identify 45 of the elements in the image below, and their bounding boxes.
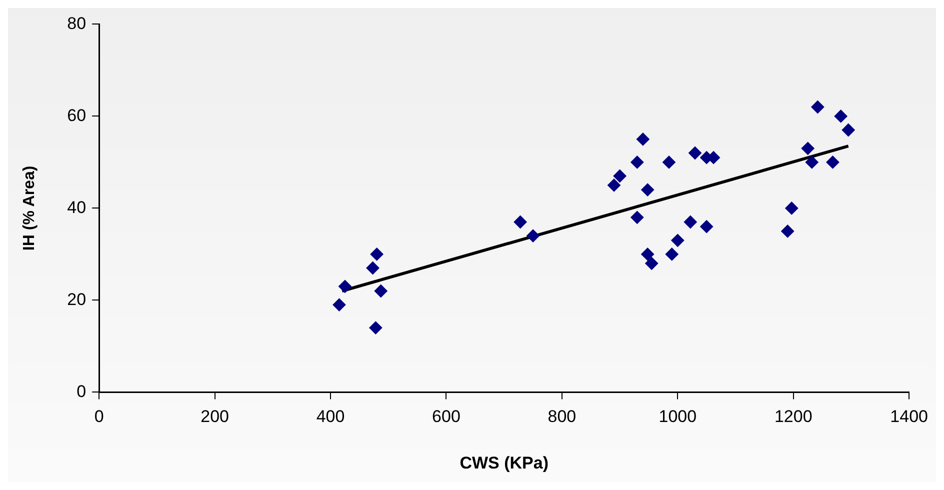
point: [665, 248, 678, 261]
point: [801, 142, 814, 155]
x-tick-label: 1400: [890, 407, 928, 426]
point: [374, 284, 388, 298]
point: [645, 256, 658, 270]
y-tick-label: 20: [67, 290, 86, 309]
point: [636, 132, 650, 146]
point: [641, 183, 654, 196]
point: [671, 234, 684, 247]
point: [805, 156, 818, 169]
x-tick-label: 1200: [774, 407, 812, 426]
point: [366, 262, 380, 274]
x-axis-title: CWS (KPa): [460, 453, 548, 472]
point: [338, 280, 352, 293]
y-tick-label: 0: [76, 382, 86, 401]
point: [630, 210, 644, 224]
point: [369, 321, 382, 334]
point: [608, 178, 621, 192]
point: [826, 156, 840, 169]
point: [332, 298, 346, 312]
point: [526, 229, 540, 242]
point: [781, 224, 794, 238]
point: [811, 100, 824, 114]
point: [613, 170, 626, 182]
x-tick-label: 1000: [658, 407, 697, 426]
x-tick-label: 800: [548, 407, 576, 426]
point: [662, 156, 676, 169]
x-tick-label: 0: [94, 407, 104, 426]
y-axis-title: IH (% Area): [21, 166, 38, 251]
point: [700, 220, 714, 234]
y-tick-label: 80: [67, 14, 86, 33]
y-tick-label: 60: [67, 106, 86, 125]
point: [842, 124, 855, 136]
point: [688, 146, 702, 160]
x-tick-label: 200: [200, 407, 230, 426]
point: [834, 110, 848, 123]
point: [370, 248, 384, 261]
point: [514, 216, 527, 228]
x-tick-label: 600: [432, 407, 460, 426]
point: [684, 216, 697, 228]
point: [630, 156, 644, 169]
y-tick-label: 40: [67, 198, 86, 217]
x-tick-label: 400: [316, 407, 345, 426]
point: [641, 248, 654, 261]
point: [785, 202, 798, 215]
